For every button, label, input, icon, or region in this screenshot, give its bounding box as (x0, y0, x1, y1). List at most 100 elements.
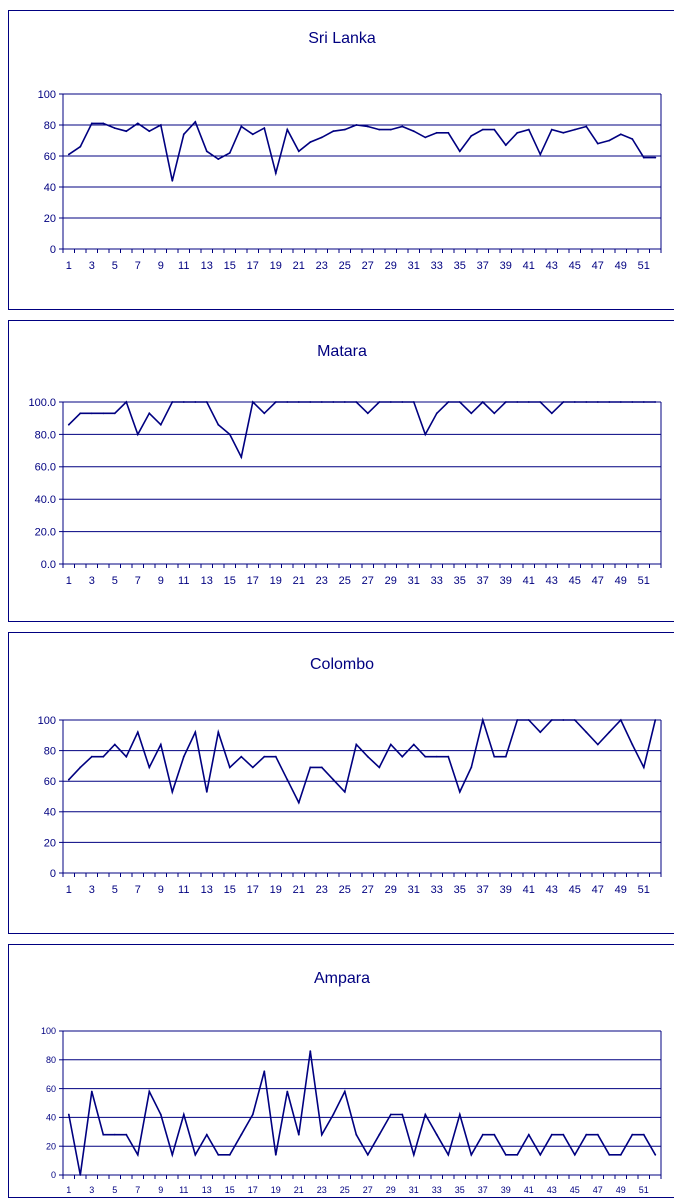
data-point (320, 766, 323, 769)
x-tick-label: 13 (201, 260, 213, 272)
x-tick-label: 49 (615, 884, 627, 896)
data-point (527, 401, 530, 403)
data-point (539, 1153, 542, 1156)
data-point (481, 401, 484, 403)
x-tick-label: 7 (135, 575, 141, 587)
data-point (516, 401, 519, 403)
data-point (251, 401, 254, 403)
data-point (366, 125, 369, 128)
y-tick-label: 100.0 (28, 397, 56, 409)
x-tick-label: 25 (339, 260, 351, 272)
data-point (159, 124, 162, 126)
data-point (171, 179, 174, 182)
data-point (550, 719, 553, 721)
data-point (194, 731, 197, 734)
x-tick-label: 37 (477, 575, 489, 587)
data-point (596, 743, 599, 746)
data-point (585, 401, 588, 403)
x-tick-label: 43 (546, 884, 558, 896)
data-point (125, 130, 128, 133)
x-tick-label: 13 (201, 575, 213, 587)
data-point (562, 719, 565, 721)
chart-panel-ampara: Ampara 0 20 40 60 80 100 1 3 5 7 9 11 13 15 17 19 21 23 25 2… (8, 944, 674, 1198)
chart-title: Matara (317, 343, 367, 360)
data-point (240, 456, 243, 458)
data-point (378, 401, 381, 403)
data-point (401, 401, 404, 403)
x-tick-label: 51 (638, 575, 650, 587)
data-point (412, 743, 415, 746)
x-tick-label: 31 (408, 260, 420, 272)
y-tick-label: 20 (44, 837, 56, 849)
x-tick-label: 51 (639, 1185, 649, 1195)
data-point (550, 128, 553, 131)
data-point (286, 778, 289, 781)
chart-panel-matara: Matara 0.0 20.0 40.0 60.0 80.0 100.0 1 3 5 7 9 11 13 1… (8, 320, 674, 622)
data-point (297, 801, 300, 804)
data-point (631, 743, 634, 746)
x-tick-label: 47 (592, 575, 604, 587)
data-point (642, 401, 645, 403)
x-tick-label: 39 (500, 575, 512, 587)
data-point (228, 433, 231, 436)
x-tick-label: 3 (89, 260, 95, 272)
data-point (504, 1153, 507, 1156)
x-tick-label: 15 (224, 260, 236, 272)
data-point (217, 158, 220, 161)
x-tick-label: 7 (135, 260, 141, 272)
data-point (516, 719, 519, 721)
data-point (481, 1133, 484, 1136)
data-point (263, 755, 266, 758)
data-point (332, 778, 335, 781)
x-tick-label: 37 (477, 884, 489, 896)
data-point (516, 1153, 519, 1156)
x-tick-label: 45 (569, 260, 581, 272)
data-point (447, 755, 450, 758)
data-point (642, 766, 645, 769)
y-tick-label: 40 (46, 1113, 56, 1123)
data-point (493, 1133, 496, 1136)
x-tick-label: 9 (158, 260, 164, 272)
x-tick-label: 27 (362, 260, 374, 272)
x-tick-label: 39 (500, 260, 512, 272)
data-point (631, 1133, 634, 1136)
data-point (516, 131, 519, 134)
x-tick-label: 1 (66, 575, 72, 587)
data-point (194, 121, 197, 123)
y-tick-label: 0.0 (41, 559, 56, 571)
data-point (309, 766, 312, 769)
data-point (435, 412, 438, 415)
y-tick-label: 20.0 (35, 526, 56, 538)
data-point (297, 401, 300, 403)
data-point (148, 412, 151, 415)
x-tick-label: 21 (293, 260, 305, 272)
data-point (182, 755, 185, 758)
x-tick-label: 1 (66, 260, 72, 272)
x-tick-label: 49 (615, 575, 627, 587)
y-tick-label: 60 (44, 776, 56, 788)
x-tick-label: 17 (247, 884, 259, 896)
x-tick-label: 17 (248, 1185, 258, 1195)
x-tick-label: 23 (316, 575, 328, 587)
data-point (136, 731, 139, 734)
data-point (309, 401, 312, 403)
x-tick-label: 25 (339, 575, 351, 587)
x-tick-label: 25 (339, 884, 351, 896)
data-point (182, 401, 185, 403)
data-point (642, 1133, 645, 1136)
data-point (286, 401, 289, 403)
data-point (378, 1133, 381, 1136)
data-point (136, 122, 139, 125)
data-point (79, 766, 82, 769)
data-point (228, 766, 231, 769)
data-point (608, 139, 611, 142)
data-point (619, 133, 622, 136)
data-point (355, 1133, 358, 1136)
x-tick-label: 29 (386, 1185, 396, 1195)
data-point (573, 1153, 576, 1156)
data-point (562, 1133, 565, 1136)
x-tick-label: 23 (317, 1185, 327, 1195)
data-point (412, 1153, 415, 1156)
